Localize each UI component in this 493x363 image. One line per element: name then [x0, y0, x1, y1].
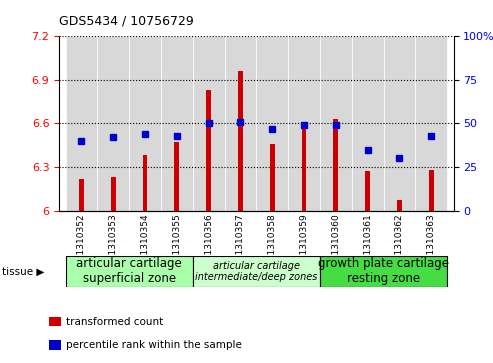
Bar: [66, 256, 193, 287]
Bar: [79, 179, 84, 211]
Bar: [256, 36, 288, 211]
Bar: [97, 36, 129, 211]
Text: percentile rank within the sample: percentile rank within the sample: [66, 340, 242, 350]
Bar: [142, 155, 147, 211]
Bar: [288, 36, 320, 211]
Bar: [320, 256, 447, 287]
Bar: [129, 36, 161, 211]
Bar: [416, 36, 447, 211]
Bar: [206, 90, 211, 211]
Text: GDS5434 / 10756729: GDS5434 / 10756729: [59, 14, 194, 27]
Text: transformed count: transformed count: [66, 317, 163, 327]
Bar: [175, 142, 179, 211]
Bar: [384, 36, 416, 211]
Bar: [193, 36, 224, 211]
Bar: [333, 119, 338, 211]
Bar: [66, 36, 97, 211]
Bar: [111, 177, 116, 211]
Bar: [365, 171, 370, 211]
Bar: [238, 71, 243, 211]
Bar: [352, 36, 384, 211]
Bar: [429, 170, 434, 211]
Bar: [270, 144, 275, 211]
Text: articular cartilage
intermediate/deep zones: articular cartilage intermediate/deep zo…: [195, 261, 317, 282]
Bar: [224, 36, 256, 211]
Bar: [320, 36, 352, 211]
Text: articular cartilage
superficial zone: articular cartilage superficial zone: [76, 257, 182, 285]
Bar: [161, 36, 193, 211]
Text: tissue ▶: tissue ▶: [2, 266, 45, 277]
Bar: [49, 317, 61, 326]
Bar: [302, 126, 307, 211]
Text: growth plate cartilage
resting zone: growth plate cartilage resting zone: [318, 257, 449, 285]
Bar: [49, 340, 61, 350]
Bar: [397, 200, 402, 211]
Bar: [193, 256, 320, 287]
